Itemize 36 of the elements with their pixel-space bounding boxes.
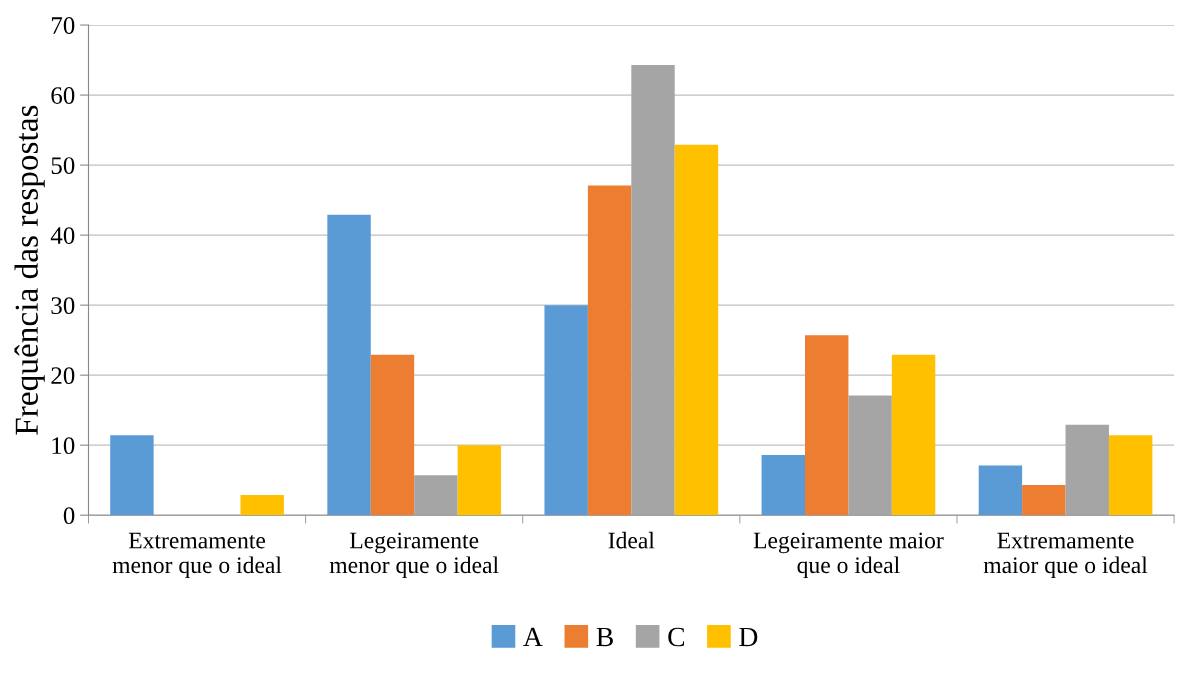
bar xyxy=(327,214,371,516)
y-tick-label: 10 xyxy=(52,437,75,455)
legend-label: C xyxy=(668,627,685,647)
bar xyxy=(587,185,632,516)
y-tick-label: 30 xyxy=(51,297,75,315)
bar xyxy=(805,335,849,516)
bar xyxy=(1065,424,1109,516)
legend-label: D xyxy=(739,627,758,647)
bar xyxy=(457,445,502,516)
legend-label: A xyxy=(523,627,543,647)
bar xyxy=(978,465,1023,516)
y-tick-label: 0 xyxy=(63,507,75,525)
y-axis-title: Frequência das respostas xyxy=(14,105,45,435)
bar xyxy=(110,435,154,516)
x-tick-label: Extremamente maior que o ideal xyxy=(983,532,1148,578)
bar xyxy=(761,454,805,516)
bar xyxy=(848,395,892,516)
bar xyxy=(414,475,458,516)
bar xyxy=(240,494,284,516)
y-tick-label: 70 xyxy=(51,17,75,34)
bar xyxy=(1022,485,1066,516)
y-tick-label: 60 xyxy=(51,87,75,104)
x-tick-label: Legeiramente menor que o ideal xyxy=(329,532,499,578)
bar xyxy=(674,144,719,516)
bar xyxy=(891,354,936,516)
x-tick-label: Legeiramente maior que o ideal xyxy=(753,532,944,578)
y-tick-label: 20 xyxy=(51,367,75,385)
bar xyxy=(544,305,588,516)
y-tick-label: 40 xyxy=(50,227,75,245)
y-tick-label: 50 xyxy=(51,157,75,175)
x-tick-label: Extremamente menor que o ideal xyxy=(112,532,282,578)
bar xyxy=(370,354,415,516)
legend-label: B xyxy=(596,627,613,647)
bar xyxy=(1108,435,1153,516)
x-tick-label: Ideal xyxy=(608,531,655,549)
bar xyxy=(631,64,675,516)
